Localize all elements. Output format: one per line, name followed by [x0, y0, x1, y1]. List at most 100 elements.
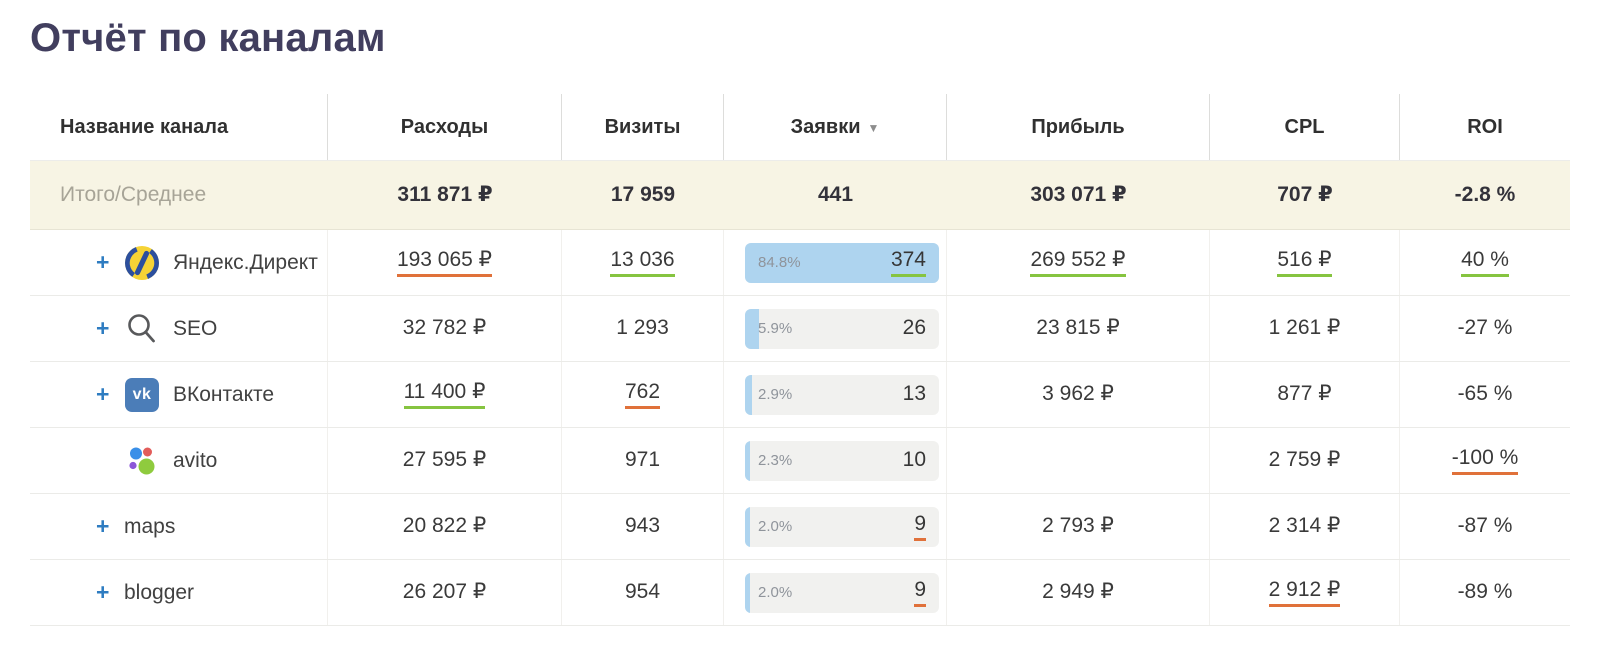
visits-cell: 13 036: [562, 230, 724, 295]
channel-name-cell: + Яндекс.Директ: [30, 230, 328, 295]
header-visits[interactable]: Визиты: [562, 94, 724, 160]
channel-name-cell: + vk ВКонтакте: [30, 362, 328, 427]
visits-cell: 943: [562, 494, 724, 559]
channel-name: avito: [173, 448, 218, 472]
table-row: + maps 20 822 ₽ 943 2.0% 9 2 793 ₽ 2 314…: [30, 494, 1570, 560]
sort-desc-icon[interactable]: ▼: [867, 121, 880, 135]
visits-cell: 1 293: [562, 296, 724, 361]
totals-label: Итого/Среднее: [60, 183, 207, 206]
leads-bar-fill: [745, 506, 750, 547]
header-roi[interactable]: ROI: [1467, 115, 1503, 138]
leads-bar-fill: [745, 440, 751, 481]
roi-cell: -89 %: [1457, 580, 1513, 604]
expand-button[interactable]: +: [96, 381, 110, 407]
leads-value: 13: [902, 382, 926, 406]
totals-profit-cell: 303 071 ₽: [1030, 182, 1127, 206]
header-channel-name[interactable]: Название канала: [30, 94, 328, 160]
roi-cell: -65 %: [1457, 382, 1513, 406]
expand-button[interactable]: +: [96, 315, 110, 341]
header-spend[interactable]: Расходы: [328, 94, 562, 160]
leads-bar: 84.8% 374: [745, 242, 939, 283]
totals-cpl-cell: 707 ₽: [1277, 182, 1333, 206]
table-row: + vk ВКонтакте 11 400 ₽ 762 2.9% 13 3 96…: [30, 362, 1570, 428]
table-header: Название канала Расходы Визиты Заявки ▼ …: [30, 94, 1570, 161]
channel-name: blogger: [124, 580, 195, 604]
roi-cell: -100 %: [1400, 428, 1570, 493]
visits-cell: 971: [562, 428, 724, 493]
channel-name-cell: + avito: [30, 428, 328, 493]
cpl-cell: 2 759 ₽: [1210, 428, 1400, 493]
leads-bar-fill: [745, 572, 750, 613]
profit-cell: 2 793 ₽: [947, 494, 1210, 559]
channel-name: ВКонтакте: [173, 382, 275, 406]
leads-bar: 5.9% 26: [745, 308, 939, 349]
table-body: + Яндекс.Директ 193 065 ₽ 13 036 84.8% 3…: [30, 230, 1570, 626]
leads-bar: 2.9% 13: [745, 374, 939, 415]
leads-bar: 2.3% 10: [745, 440, 939, 481]
channel-name-cell: + blogger: [30, 560, 328, 625]
profit-cell: 3 962 ₽: [947, 362, 1210, 427]
visits-cell: 762: [562, 362, 724, 427]
cpl-cell: 877 ₽: [1210, 362, 1400, 427]
leads-cell: 2.0% 9: [724, 494, 947, 559]
leads-cell: 2.0% 9: [724, 560, 947, 625]
cpl-cell: 1 261 ₽: [1210, 296, 1400, 361]
leads-percent: 2.3%: [758, 452, 793, 469]
leads-cell: 2.9% 13: [724, 362, 947, 427]
leads-value: 374: [890, 248, 926, 278]
leads-bar-fill: [745, 308, 759, 349]
profit-cell: 269 552 ₽: [947, 230, 1210, 295]
channel-name-cell: + maps: [30, 494, 328, 559]
table-row: + blogger 26 207 ₽ 954 2.0% 9 2 949 ₽ 2 …: [30, 560, 1570, 626]
leads-bar-fill: [745, 374, 752, 415]
profit-cell: 2 949 ₽: [947, 560, 1210, 625]
leads-cell: 84.8% 374: [724, 230, 947, 295]
visits-cell: 954: [562, 560, 724, 625]
header-profit[interactable]: Прибыль: [947, 94, 1210, 160]
channel-name-cell: + SEO: [30, 296, 328, 361]
leads-value: 26: [902, 316, 926, 340]
header-leads[interactable]: Заявки ▼: [724, 94, 947, 160]
leads-cell: 2.3% 10: [724, 428, 947, 493]
roi-cell: 40 %: [1400, 230, 1570, 295]
expand-button[interactable]: +: [96, 513, 110, 539]
table-row: + avito 27 595 ₽ 971 2.3% 10 2 759 ₽ -10…: [30, 428, 1570, 494]
leads-percent: 2.9%: [758, 386, 793, 403]
leads-value: 10: [902, 448, 926, 472]
cpl-cell: 2 314 ₽: [1210, 494, 1400, 559]
page-title: Отчёт по каналам: [30, 16, 386, 60]
spend-cell: 32 782 ₽: [328, 296, 562, 361]
vk-logo: vk: [124, 377, 160, 413]
leads-percent: 84.8%: [758, 254, 801, 271]
leads-value: 9: [914, 512, 926, 542]
roi-cell: -87 %: [1457, 514, 1513, 538]
cpl-cell: 2 912 ₽: [1210, 560, 1400, 625]
leads-cell: 5.9% 26: [724, 296, 947, 361]
leads-value: 9: [914, 578, 926, 608]
totals-row: Итого/Среднее 311 871 ₽ 17 959 441 303 0…: [30, 161, 1570, 230]
channel-name: maps: [124, 514, 176, 538]
search-icon: [124, 311, 160, 347]
spend-cell: 27 595 ₽: [328, 428, 562, 493]
leads-bar: 2.0% 9: [745, 506, 939, 547]
totals-spend-cell: 311 871 ₽: [397, 182, 493, 206]
expand-button[interactable]: +: [96, 579, 110, 605]
totals-visits-cell: 17 959: [610, 182, 676, 206]
expand-button[interactable]: +: [96, 249, 110, 275]
leads-percent: 2.0%: [758, 584, 793, 601]
leads-percent: 2.0%: [758, 518, 793, 535]
table-row: + SEO 32 782 ₽ 1 293 5.9% 26 23 815 ₽ 1 …: [30, 296, 1570, 362]
spend-cell: 193 065 ₽: [328, 230, 562, 295]
cpl-cell: 516 ₽: [1210, 230, 1400, 295]
channel-name: SEO: [173, 316, 218, 340]
avito-logo: [124, 443, 160, 479]
header-cpl[interactable]: CPL: [1210, 94, 1400, 160]
leads-percent: 5.9%: [758, 320, 793, 337]
spend-cell: 20 822 ₽: [328, 494, 562, 559]
profit-cell: 23 815 ₽: [947, 296, 1210, 361]
channels-report-table: Название канала Расходы Визиты Заявки ▼ …: [30, 94, 1570, 626]
roi-cell: -27 %: [1457, 316, 1513, 340]
totals-roi-cell: -2.8 %: [1454, 182, 1516, 206]
profit-cell: [947, 428, 1210, 493]
spend-cell: 26 207 ₽: [328, 560, 562, 625]
